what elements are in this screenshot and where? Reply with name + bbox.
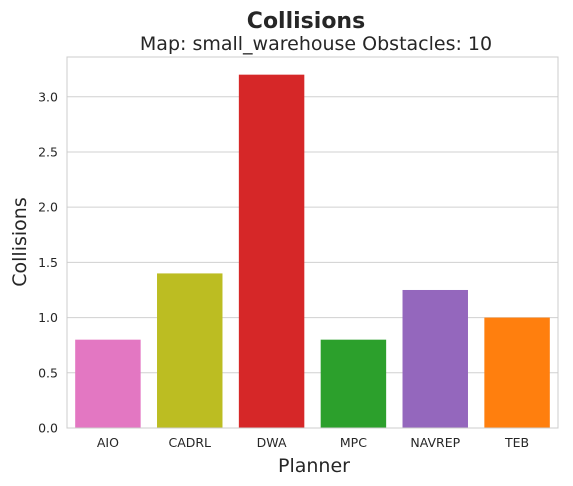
bars: [75, 74, 550, 429]
x-tick-labels: AIO CADRL DWA MPC NAVREP TEB: [97, 435, 529, 450]
grid-lines: [67, 96, 558, 429]
chart-subtitle: Map: small_warehouse Obstacles: 10: [140, 33, 492, 55]
bar-aio: [75, 339, 141, 428]
bar-dwa: [238, 74, 305, 429]
bar-cadrl: [157, 273, 223, 428]
chart-title: Collisions: [247, 9, 365, 34]
y-tick-label: 2.0: [38, 200, 58, 215]
y-axis-label: Collisions: [9, 197, 31, 286]
x-tick-label-aio: AIO: [97, 435, 119, 450]
x-tick-label-teb: TEB: [504, 435, 529, 450]
y-tick-label: 2.5: [38, 144, 58, 159]
x-tick-label-navrep: NAVREP: [410, 435, 460, 450]
y-tick-label: 3.0: [38, 89, 58, 104]
y-tick-label: 1.5: [38, 255, 58, 270]
plot-frame: [66, 56, 559, 429]
y-tick-labels: 0.0 0.5 1.0 1.5 2.0 2.5 3.0: [38, 89, 58, 435]
bar-navrep: [402, 289, 468, 428]
bar-teb: [484, 317, 550, 428]
x-axis-label: Planner: [278, 455, 350, 477]
bar-mpc: [320, 339, 387, 428]
y-tick-label: 0.0: [38, 421, 58, 436]
y-tick-label: 0.5: [38, 365, 58, 380]
x-tick-label-mpc: MPC: [340, 435, 367, 450]
y-tick-label: 1.0: [38, 310, 58, 325]
x-tick-label-cadrl: CADRL: [168, 435, 211, 450]
x-tick-label-dwa: DWA: [257, 435, 287, 450]
